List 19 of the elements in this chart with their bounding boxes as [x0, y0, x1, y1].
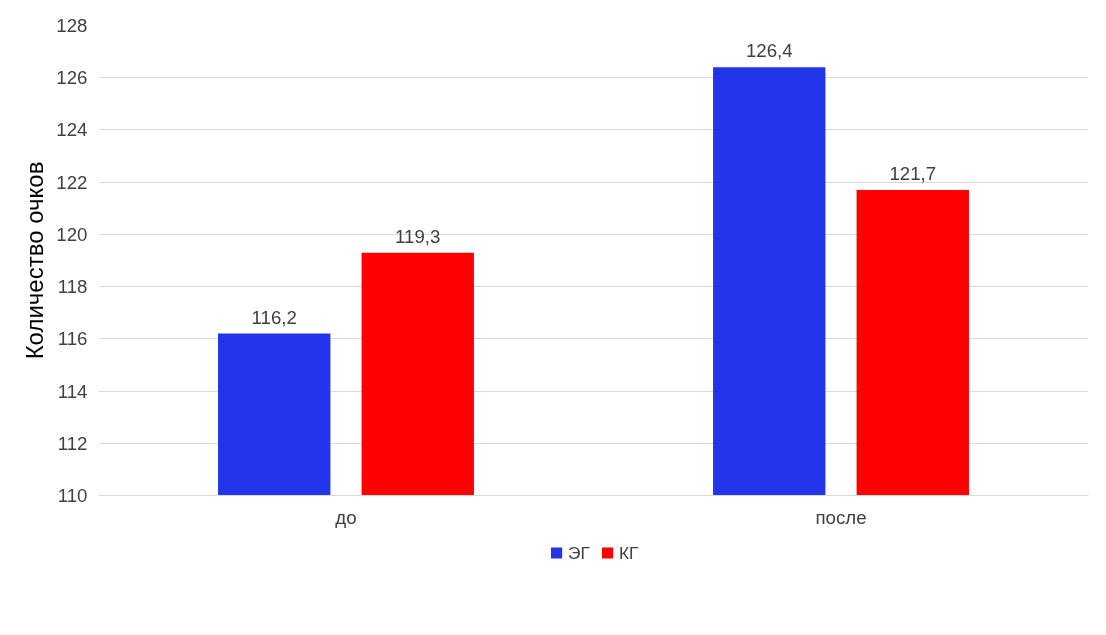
x-tick-label: до [335, 506, 357, 528]
x-tick-label: после [815, 506, 867, 528]
y-axis-title: Количество очков [21, 161, 49, 360]
y-tick-label: 116 [57, 328, 88, 350]
y-tick-label: 118 [57, 276, 88, 298]
y-tick-label: 122 [56, 171, 88, 193]
data-label: 126,4 [745, 40, 793, 62]
legend-label: ЭГ [568, 542, 590, 563]
y-tick-label: 110 [57, 485, 88, 506]
data-label: 116,2 [251, 306, 297, 328]
y-tick-label: 124 [56, 119, 88, 141]
y-tick-label: 120 [56, 223, 88, 245]
data-label: 121,7 [889, 163, 937, 184]
y-tick-label: 126 [56, 67, 88, 89]
y-tick-label: 114 [57, 380, 88, 402]
data-label: 119,3 [395, 225, 441, 247]
legend-label: КГ [618, 542, 639, 563]
y-tick-label: 112 [57, 432, 88, 454]
y-tick-label: 128 [56, 15, 88, 36]
